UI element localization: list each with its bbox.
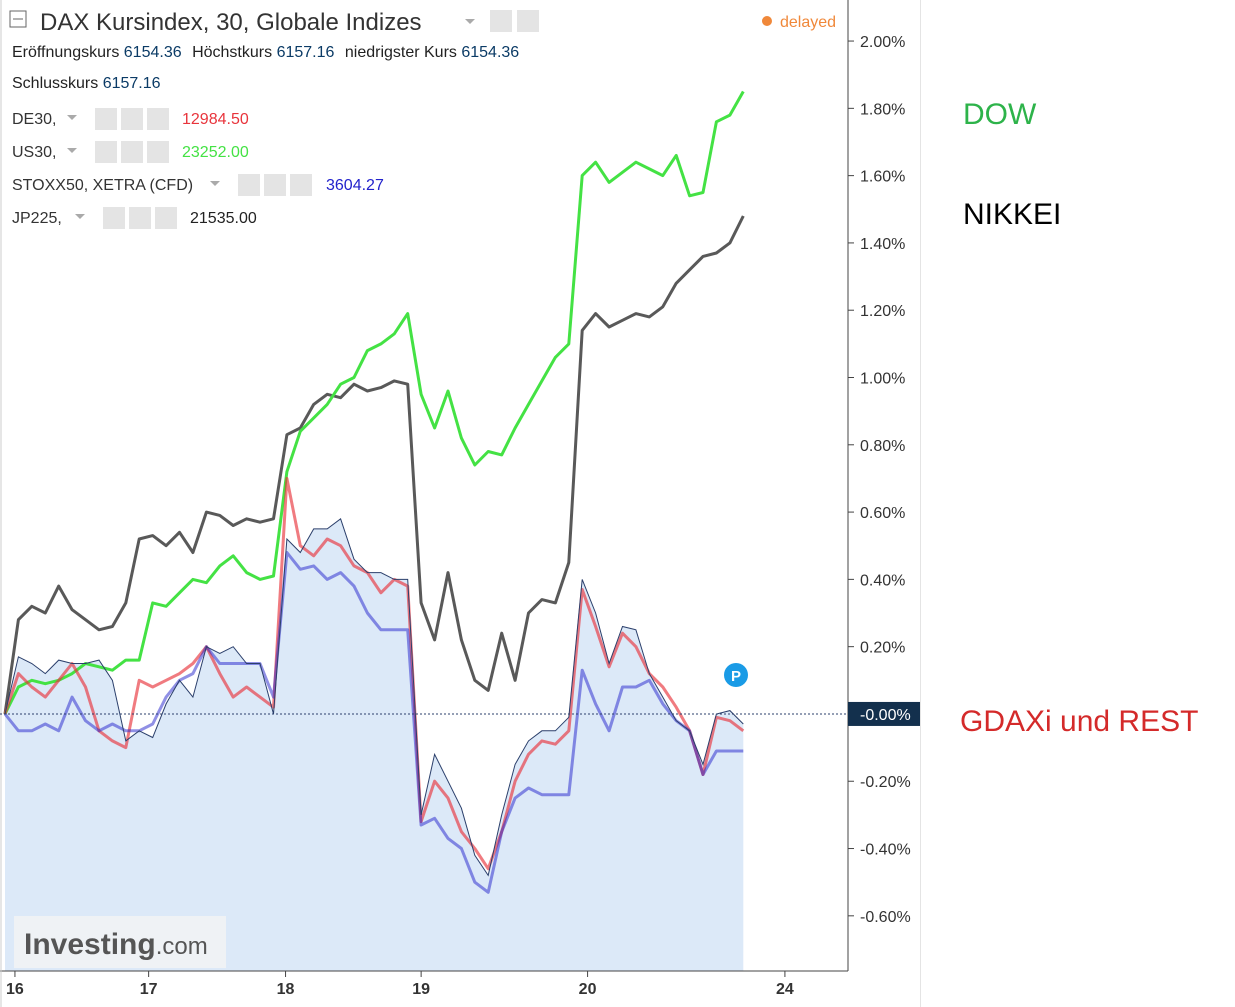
remove-button[interactable] — [147, 108, 169, 130]
remove-button[interactable] — [155, 207, 177, 229]
ohlc-label: niedrigster Kurs — [344, 44, 457, 61]
divider — [920, 0, 921, 1007]
y-tick-label: 0.80% — [860, 438, 905, 455]
series-line — [3, 476, 745, 871]
status-text: delayed — [780, 14, 836, 31]
x-tick-label: 24 — [776, 981, 794, 998]
y-tick-label: -0.60% — [860, 909, 911, 926]
status-dot — [762, 16, 772, 26]
y-tick-label: 2.00% — [860, 34, 905, 51]
annotation: NIKKEI — [963, 198, 1061, 231]
eye-button[interactable] — [103, 207, 125, 229]
ohlc-value: 6157.16 — [102, 75, 161, 92]
x-tick-label: 20 — [579, 981, 597, 998]
remove-button[interactable] — [147, 141, 169, 163]
settings-button[interactable] — [129, 207, 151, 229]
ohlc-value: 6154.36 — [123, 44, 182, 61]
ohlc-value: 6154.36 — [461, 44, 520, 61]
legend-name: DE30, — [12, 111, 56, 128]
current-label: -0.00% — [860, 707, 911, 724]
legend-dropdown[interactable] — [67, 148, 77, 153]
title-dropdown[interactable] — [465, 19, 475, 24]
settings-button[interactable] — [121, 141, 143, 163]
settings-button[interactable] — [517, 10, 539, 32]
eye-button[interactable] — [238, 174, 260, 196]
annotation: GDAXi und REST — [960, 705, 1198, 738]
y-tick-label: 1.00% — [860, 370, 905, 387]
main-line — [4, 517, 744, 877]
y-tick-label: 1.80% — [860, 101, 905, 118]
legend-name: STOXX50, XETRA (CFD) — [12, 177, 193, 194]
watermark-brand: Investing — [24, 928, 156, 961]
legend-name: JP225, — [12, 210, 62, 227]
settings-button[interactable] — [264, 174, 286, 196]
series-line — [3, 90, 745, 715]
event-marker[interactable] — [724, 663, 748, 687]
series-line — [3, 551, 744, 894]
y-tick-label: 1.20% — [860, 303, 905, 320]
eye-button[interactable] — [490, 10, 512, 32]
series-line — [3, 215, 745, 715]
close-row: Schlusskurs 6157.16 — [12, 75, 167, 93]
watermark: Investing.com — [24, 928, 208, 961]
legend-value: 12984.50 — [182, 111, 249, 128]
ohlc-label: Eröffnungskurs — [12, 44, 120, 61]
y-tick-label: 1.60% — [860, 169, 905, 186]
plot-area — [3, 90, 745, 971]
watermark-bg — [14, 916, 226, 968]
y-tick-label: -0.20% — [860, 774, 911, 791]
event-marker-label: P — [731, 668, 741, 685]
legend-value: 23252.00 — [182, 144, 249, 161]
collapse-button[interactable] — [9, 10, 27, 28]
ohlc-value: 6157.16 — [276, 44, 335, 61]
legend-dropdown[interactable] — [210, 181, 220, 186]
legend-name: US30, — [12, 144, 56, 161]
chart-title: DAX Kursindex, 30, Globale Indizes — [40, 9, 422, 36]
x-tick-label: 17 — [140, 981, 158, 998]
legend-value: 3604.27 — [326, 177, 384, 194]
eye-button[interactable] — [95, 141, 117, 163]
y-tick-label: 1.40% — [860, 236, 905, 253]
ohlc-label: Höchstkurs — [192, 44, 273, 61]
settings-button[interactable] — [121, 108, 143, 130]
x-tick-label: 16 — [6, 981, 24, 998]
y-tick-label: 0.20% — [860, 640, 905, 657]
area — [5, 518, 744, 971]
legend-value: 21535.00 — [190, 210, 257, 227]
current-label-bg — [848, 701, 920, 726]
ohlc-label: Schlusskurs — [12, 75, 99, 92]
remove-button[interactable] — [290, 174, 312, 196]
y-tick-label: -0.40% — [860, 842, 911, 859]
y-tick-label: 0.40% — [860, 572, 905, 589]
annotation: DOW — [963, 98, 1037, 131]
legend-dropdown[interactable] — [75, 214, 85, 219]
legend-dropdown[interactable] — [67, 115, 77, 120]
watermark-suffix: .com — [156, 933, 208, 960]
x-tick-label: 18 — [277, 981, 295, 998]
y-tick-label: 0.60% — [860, 505, 905, 522]
eye-button[interactable] — [95, 108, 117, 130]
ohlc-row: Eröffnungskurs 6154.36 Höchstkurs 6157.1… — [12, 44, 525, 62]
x-tick-label: 19 — [412, 981, 430, 998]
